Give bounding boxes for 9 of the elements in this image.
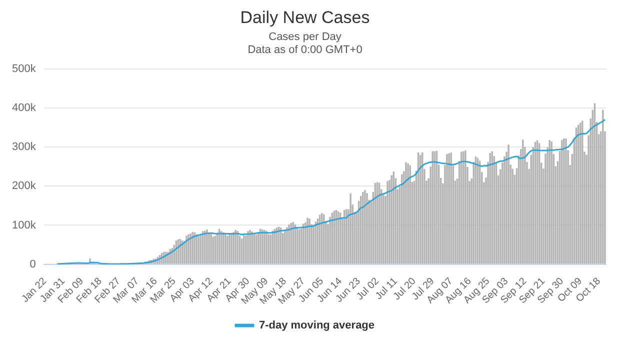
legend-label: 7-day moving average (258, 320, 375, 332)
y-tick-label: 100k (12, 219, 36, 232)
chart-subtitle: Cases per Day Data as of 0:00 GMT+0 (248, 31, 362, 56)
y-tick-label: 300k (12, 141, 36, 154)
y-tick-label: 500k (12, 62, 36, 75)
chart-title: Daily New Cases (240, 8, 370, 27)
y-tick-label: 200k (12, 180, 36, 192)
y-tick-label: 400k (12, 102, 36, 114)
y-tick-label: 0 (30, 258, 36, 270)
